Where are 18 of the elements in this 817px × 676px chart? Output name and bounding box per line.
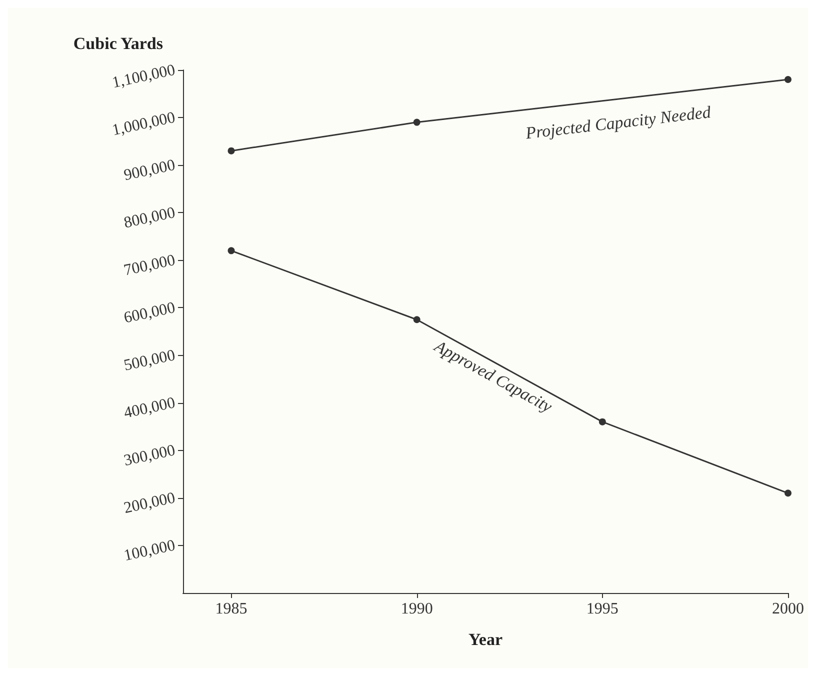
y-tick-label: 500,000 [122,346,177,374]
y-tick-label: 600,000 [122,299,177,327]
y-tick-label: 900,000 [122,156,177,184]
y-axis-title: Cubic Yards [73,34,164,53]
y-tick-label: 400,000 [122,394,177,422]
x-tick-label: 1985 [215,600,248,618]
x-axis-title: Year [468,630,503,649]
x-tick-label: 1990 [400,600,433,618]
text: Projected Capacity Needed [524,102,712,143]
y-tick-label: 800,000 [122,204,177,232]
y-tick-label: 100,000 [122,537,177,565]
x-tick-label: 1995 [586,600,618,618]
y-tick-label: 1,000,000 [110,109,177,140]
y-tick-label: 700,000 [122,252,177,280]
y-tick-label: 300,000 [122,442,177,470]
y-tick-label: 200,000 [122,490,177,518]
y-tick-label: 1,100,000 [110,62,177,92]
x-tick-label: 2000 [772,600,804,618]
